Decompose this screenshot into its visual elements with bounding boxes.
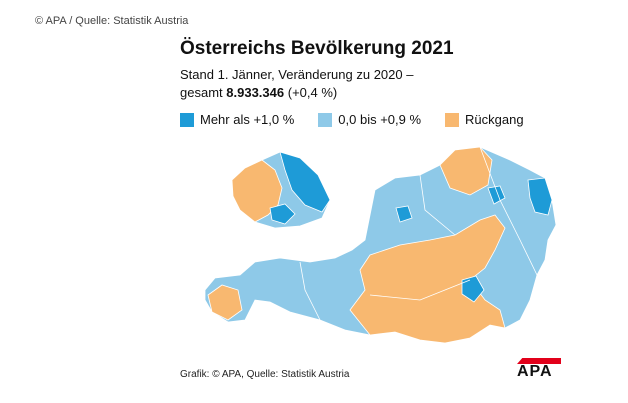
subtitle: Stand 1. Jänner, Veränderung zu 2020 – [180, 67, 414, 82]
legend-item: Rückgang [445, 112, 524, 127]
legend-label: Rückgang [465, 112, 524, 127]
subtitle-prefix: gesamt [180, 85, 223, 100]
logo: APA [517, 358, 561, 380]
austria-map [204, 146, 557, 344]
legend-label: 0,0 bis +0,9 % [338, 112, 422, 127]
caption: © APA / Quelle: Statistik Austria [35, 15, 189, 27]
legend-label: Mehr als +1,0 % [200, 112, 295, 127]
logo-bar [517, 358, 561, 364]
legend-item: Mehr als +1,0 % [180, 112, 294, 127]
change: (+0,4 %) [287, 85, 338, 100]
legend-swatch [445, 112, 460, 127]
legend: Mehr als +1,0 % 0,0 bis +0,9 % Rückgang [180, 112, 524, 127]
legend-swatch [180, 112, 194, 127]
logo-text: APA [517, 363, 553, 380]
vienna-inset [231, 151, 331, 229]
source: Grafik: © APA, Quelle: Statistik Austria [180, 369, 350, 380]
legend-item: 0,0 bis +0,9 % [318, 112, 421, 127]
subtitle: gesamt 8.933.346 (+0,4 %) [180, 85, 337, 100]
title: Österreichs Bevölkerung 2021 [180, 38, 454, 59]
legend-swatch [318, 112, 333, 127]
total-population: 8.933.346 [226, 85, 285, 100]
